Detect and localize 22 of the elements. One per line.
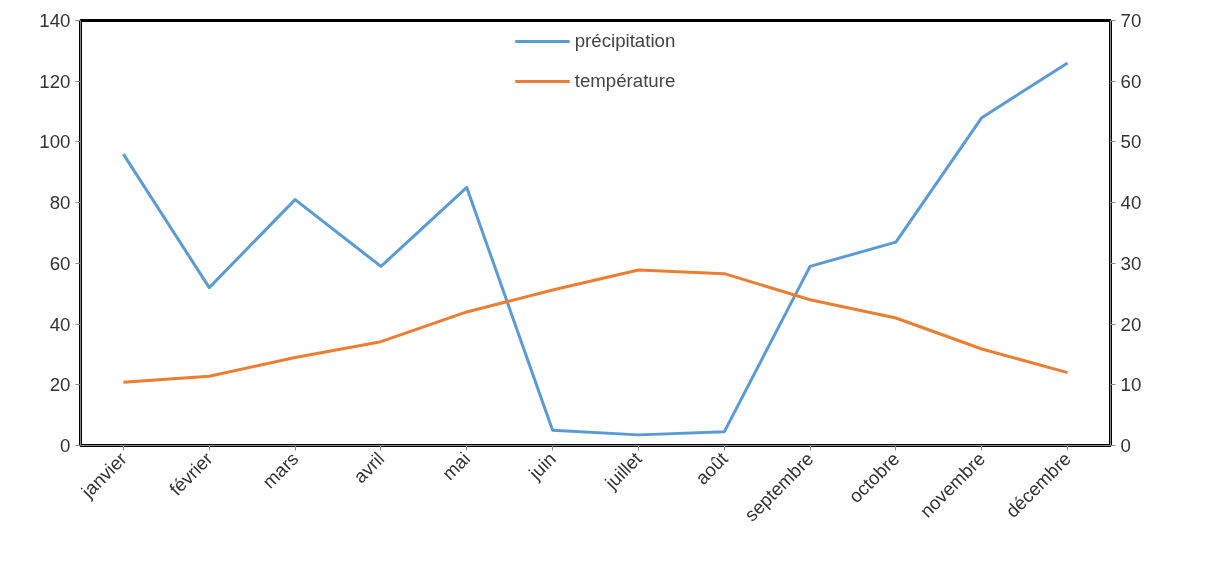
y2-tick-label: 40 (1120, 192, 1142, 214)
y2-tick-label: 0 (1120, 435, 1131, 456)
y-tick-label: 60 (49, 252, 71, 274)
y2-tick-label: 10 (1120, 374, 1142, 396)
line-series (121, 268, 1070, 384)
y2-tick-label: 30 (1120, 252, 1142, 274)
y-tick-label: 80 (49, 192, 71, 214)
y-tick-label: 40 (49, 313, 71, 335)
y-tick-label: 120 (39, 70, 71, 92)
legend-label: température (574, 70, 676, 92)
y2-tick-label: 50 (1120, 131, 1142, 153)
legend-label: précipitation (574, 30, 676, 52)
y-tick-label: 140 (39, 10, 71, 31)
y2-tick-label: 60 (1120, 70, 1142, 92)
line-series (121, 61, 1070, 437)
x-tick-label: mai (438, 448, 475, 485)
y-tick-label: 100 (39, 131, 71, 153)
y2-tick-label: 70 (1120, 10, 1142, 31)
x-tick-label: juin (523, 448, 561, 485)
y-tick-label: 20 (49, 374, 71, 396)
y2-tick-label: 20 (1120, 313, 1142, 335)
y-tick-label: 0 (60, 435, 71, 456)
